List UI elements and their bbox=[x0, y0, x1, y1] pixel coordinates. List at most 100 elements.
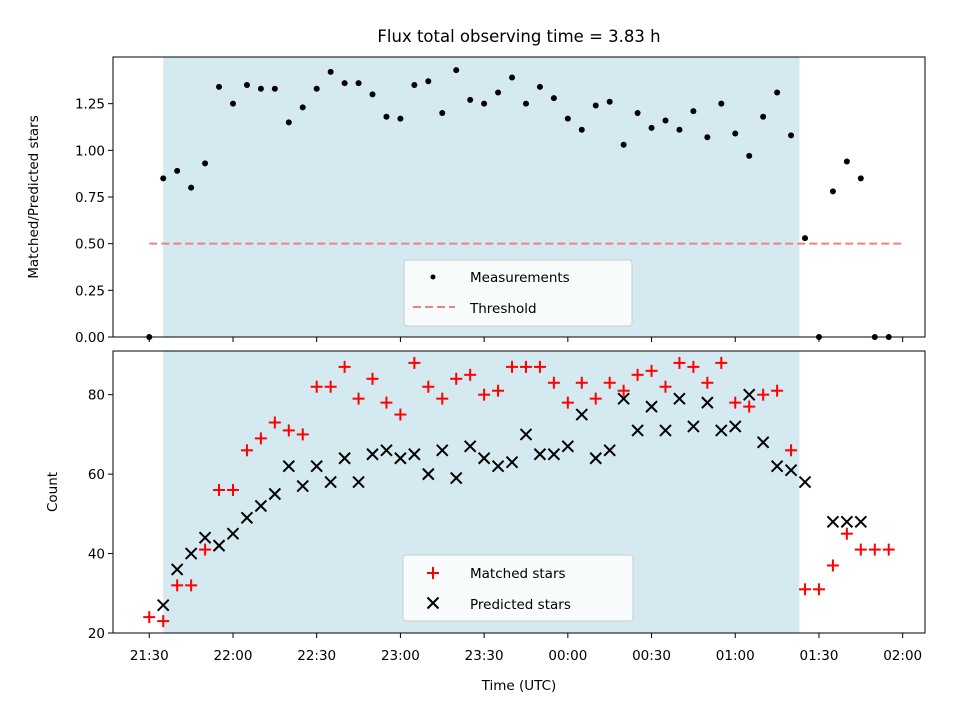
matched-star-point bbox=[338, 360, 351, 373]
xtick-label: 21:30 bbox=[130, 648, 169, 664]
predicted-star-point-b bbox=[422, 467, 435, 481]
predicted-star-point-b bbox=[589, 452, 602, 465]
measurement-point bbox=[634, 110, 641, 116]
legend-threshold-label: Threshold bbox=[469, 301, 537, 317]
matched-star-point bbox=[868, 543, 881, 556]
matched-star-point bbox=[464, 368, 477, 381]
matched-stars-points bbox=[143, 356, 895, 628]
predicted-star-point bbox=[561, 440, 575, 453]
predicted-star-point bbox=[310, 459, 323, 473]
predicted-star-point-b bbox=[296, 479, 309, 493]
predicted-star-point bbox=[547, 448, 561, 461]
xtick-label: 00:00 bbox=[548, 648, 587, 664]
measurement-point bbox=[788, 132, 795, 139]
legend-predicted-cross bbox=[426, 596, 440, 610]
top-ytick-label: 0.25 bbox=[75, 283, 105, 299]
legend-matched-marker bbox=[427, 567, 439, 579]
measurement-point bbox=[383, 113, 390, 120]
predicted-star-point bbox=[450, 471, 463, 485]
top-y-axis: 0.00 0.25 0.50 0.75 1.00 1.25 bbox=[75, 97, 113, 346]
top-ytick-label: 0.00 bbox=[75, 330, 105, 346]
matched-star-point bbox=[882, 543, 895, 556]
matched-star-point bbox=[366, 372, 379, 385]
matched-star-point bbox=[547, 376, 560, 389]
predicted-star-point bbox=[575, 408, 588, 421]
predicted-star-point-b bbox=[226, 527, 240, 540]
measurement-point bbox=[369, 91, 376, 98]
top-legend-box bbox=[403, 259, 633, 327]
measurement-point bbox=[439, 110, 446, 116]
measurement-point bbox=[202, 160, 209, 167]
predicted-star-point bbox=[798, 475, 812, 489]
measurement-point bbox=[760, 113, 767, 120]
top-axes-frame bbox=[112, 56, 926, 338]
measurement-point bbox=[732, 130, 739, 137]
measurement-point bbox=[257, 85, 264, 92]
matched-star-point bbox=[282, 424, 295, 437]
predicted-star-point bbox=[408, 448, 421, 461]
measurement-point bbox=[564, 115, 571, 122]
bottom-ytick-label: 60 bbox=[88, 467, 105, 483]
predicted-star-point-b bbox=[840, 515, 854, 528]
predicted-star-point-b bbox=[380, 444, 393, 457]
matched-star-point bbox=[840, 527, 853, 540]
measurement-point bbox=[495, 89, 502, 96]
bottom-ytick-label: 20 bbox=[88, 626, 105, 642]
predicted-star-point-b bbox=[659, 424, 672, 437]
xtick-label: 22:30 bbox=[297, 648, 336, 664]
predicted-star-point-b bbox=[408, 448, 421, 461]
matched-star-point bbox=[171, 579, 184, 592]
measurement-point bbox=[285, 119, 292, 126]
predicted-star-point-b bbox=[770, 459, 784, 473]
matched-star-point bbox=[408, 356, 421, 369]
matched-star-point bbox=[157, 615, 170, 628]
matched-star-point bbox=[771, 384, 784, 397]
measurement-point bbox=[229, 100, 236, 107]
predicted-star-point-b bbox=[436, 444, 449, 457]
matched-star-point bbox=[296, 428, 309, 441]
measurement-point bbox=[704, 134, 711, 141]
legend-predicted-label: Predicted stars bbox=[470, 597, 571, 613]
predicted-star-point bbox=[854, 515, 868, 528]
predicted-star-point-b bbox=[338, 452, 351, 465]
measurement-point bbox=[857, 175, 864, 182]
matched-star-point bbox=[645, 364, 658, 377]
legend-predicted-cross-b bbox=[426, 596, 440, 610]
measurement-point bbox=[536, 83, 543, 90]
predicted-star-point-b bbox=[491, 459, 505, 473]
predicted-star-point-b bbox=[715, 424, 728, 437]
measurement-point bbox=[578, 126, 585, 133]
predicted-star-point-b bbox=[645, 400, 658, 413]
predicted-star-point-b bbox=[617, 392, 630, 405]
predicted-star-point bbox=[784, 463, 798, 477]
predicted-star-point-b bbox=[310, 459, 323, 473]
legend-matched-label: Matched stars bbox=[470, 566, 566, 582]
matched-star-point bbox=[143, 611, 156, 624]
matched-star-point bbox=[561, 396, 574, 409]
matched-star-point bbox=[324, 380, 337, 393]
predicted-star-point bbox=[366, 448, 379, 461]
matched-star-point bbox=[799, 583, 812, 596]
xtick-label: 00:30 bbox=[632, 648, 671, 664]
bottom-x-axis: 21:30 22:00 22:30 23:00 23:30 00:00 00:30 01:00… bbox=[130, 633, 922, 664]
predicted-star-point-b bbox=[547, 448, 561, 461]
predicted-star-point bbox=[380, 444, 393, 457]
measurement-point bbox=[313, 85, 320, 92]
top-x-ticks bbox=[148, 337, 904, 342]
predicted-star-point bbox=[268, 487, 282, 501]
matched-star-point bbox=[743, 400, 756, 413]
predicted-star-point-b bbox=[463, 440, 477, 453]
predicted-star-point bbox=[687, 420, 700, 433]
predicted-star-point-b bbox=[352, 475, 365, 489]
measurement-point bbox=[243, 82, 250, 88]
predicted-star-point-b bbox=[561, 440, 575, 453]
matched-star-point bbox=[659, 380, 672, 393]
predicted-star-point-b bbox=[394, 452, 407, 465]
predicted-star-point bbox=[198, 531, 212, 544]
measurement-point bbox=[327, 68, 334, 75]
matched-star-point bbox=[352, 392, 365, 405]
predicted-star-point-b bbox=[603, 444, 616, 457]
measurement-point bbox=[662, 117, 669, 124]
predicted-star-point-b bbox=[631, 424, 644, 437]
